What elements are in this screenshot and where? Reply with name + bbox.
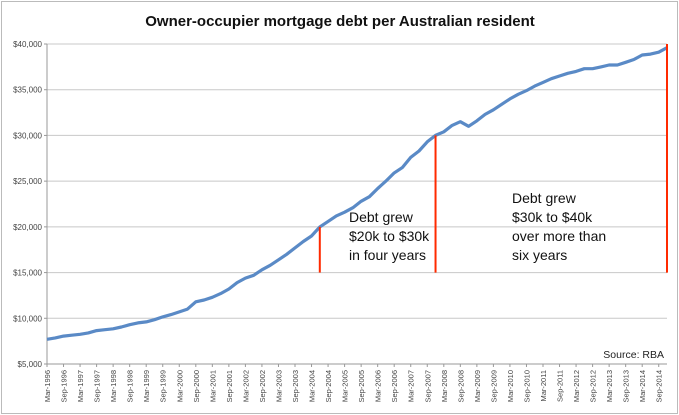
x-tick-label: Sep-2005 <box>357 370 366 403</box>
x-tick-label: Mar-2014 <box>638 370 647 402</box>
y-tick-label: $30,000 <box>13 131 42 140</box>
annotation-text: $30k to $40k <box>512 209 593 225</box>
source-label: Source: RBA <box>603 349 664 361</box>
x-tick-label: Sep-2011 <box>556 370 565 402</box>
x-tick-label: Sep-2014 <box>655 370 664 403</box>
x-tick-label: Sep-2003 <box>291 370 300 403</box>
annotation-text: in four years <box>349 247 426 263</box>
x-tick-label: Sep-2006 <box>390 370 399 403</box>
y-tick-label: $15,000 <box>13 269 42 278</box>
series-line <box>46 46 668 341</box>
x-tick-label: Mar-2004 <box>308 370 317 402</box>
x-tick-label: Mar-2001 <box>208 370 217 402</box>
x-tick-label: Mar-2012 <box>572 370 581 402</box>
x-tick-label: Sep-1999 <box>159 370 168 403</box>
x-tick-label: Sep-2010 <box>522 370 531 403</box>
x-tick-label: Mar-2010 <box>506 370 515 402</box>
y-tick-label: $35,000 <box>13 86 42 95</box>
x-tick-label: Sep-2002 <box>258 370 267 403</box>
annotation-text: six years <box>512 247 567 263</box>
y-tick-label: $5,000 <box>18 360 43 369</box>
y-axis: $5,000 $10,000 $15,000 $20,000 $25,000 $30,00… <box>13 40 48 369</box>
x-tick-label: Mar-2008 <box>440 370 449 402</box>
annotation-text: Debt grew <box>349 209 414 225</box>
annotation-text: Debt grew <box>512 190 577 206</box>
y-tick-label: $25,000 <box>13 177 42 186</box>
x-tick-label: Sep-2004 <box>324 370 333 403</box>
x-tick-label: Sep-1996 <box>60 370 69 403</box>
x-tick-label: Mar-2006 <box>374 370 383 402</box>
y-tick-label: $20,000 <box>13 223 42 232</box>
x-tick-label: Sep-2000 <box>192 370 201 403</box>
annotations: Debt grew $20k to $30k in four years Debt g… <box>318 44 668 273</box>
x-tick-label: Mar-2007 <box>407 370 416 402</box>
x-tick-label: Mar-1998 <box>109 370 118 402</box>
x-tick-label: Mar-2000 <box>175 370 184 402</box>
x-tick-label: Mar-2003 <box>274 370 283 402</box>
x-tick-label: Sep-1998 <box>126 370 135 403</box>
x-tick-label: Mar-2013 <box>605 370 614 402</box>
x-tick-label: Sep-1997 <box>93 370 102 403</box>
x-tick-label: Sep-2009 <box>489 370 498 403</box>
annotation-text: $20k to $30k <box>349 228 430 244</box>
x-tick-label: Mar-2009 <box>473 370 482 402</box>
x-tick-label: Mar-1996 <box>43 370 52 402</box>
chart-title: Owner-occupier mortgage debt per Austral… <box>145 13 535 30</box>
x-tick-label: Mar-1999 <box>142 370 151 402</box>
annotation-text: over more than <box>512 228 606 244</box>
x-tick-label: Sep-2008 <box>456 370 465 403</box>
y-tick-label: $10,000 <box>13 314 42 323</box>
y-tick-label: $40,000 <box>13 40 42 49</box>
x-tick-label: Mar-2002 <box>241 370 250 402</box>
x-axis: Mar-1996 Sep-1996 Mar-1997 Sep-1997 Mar-1998… <box>43 363 667 403</box>
x-tick-label: Sep-2007 <box>423 370 432 403</box>
x-tick-label: Sep-2012 <box>589 370 598 403</box>
x-tick-label: Mar-1997 <box>76 370 85 402</box>
x-tick-label: Sep-2013 <box>622 370 631 403</box>
x-tick-label: Sep-2001 <box>225 370 234 403</box>
x-tick-label: Mar-2011 <box>539 370 548 402</box>
x-tick-label: Mar-2005 <box>341 370 350 402</box>
